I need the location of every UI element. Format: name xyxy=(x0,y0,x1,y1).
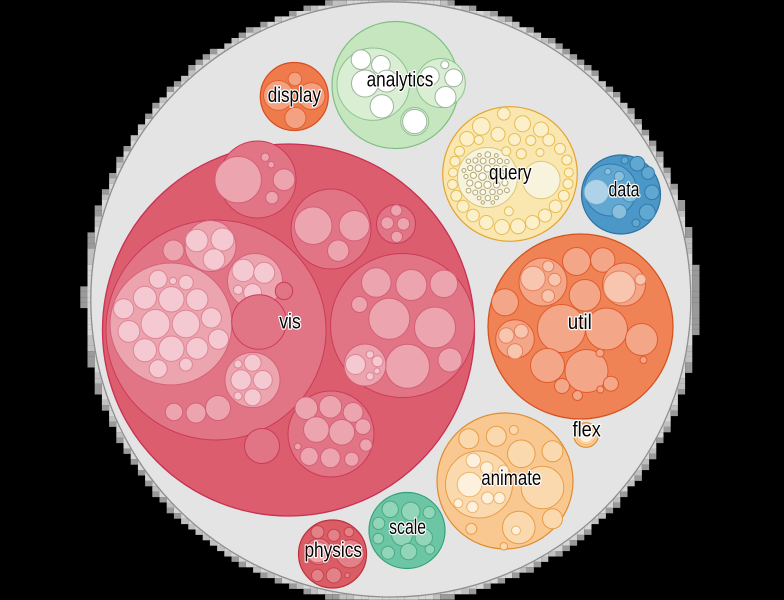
svg-text:flex: flex xyxy=(573,418,602,441)
svg-text:display: display xyxy=(268,84,322,107)
svg-text:query: query xyxy=(489,161,532,184)
svg-text:scale: scale xyxy=(389,516,426,539)
svg-text:physics: physics xyxy=(304,539,362,562)
svg-text:vis: vis xyxy=(279,310,301,333)
svg-text:analytics: analytics xyxy=(367,69,434,92)
svg-text:data: data xyxy=(609,179,640,202)
svg-text:util: util xyxy=(568,311,592,334)
svg-text:animate: animate xyxy=(481,467,541,490)
